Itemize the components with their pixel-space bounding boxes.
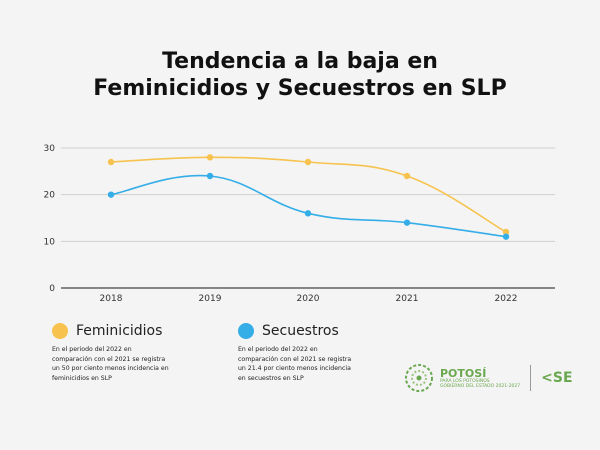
x-tick-label-2021: 2021 (396, 294, 419, 304)
y-tick-label-0: 0 (49, 284, 55, 294)
footer-logos: POTOSÍ PARA LOS POTOSINOS GOBIERNO DEL E… (404, 360, 574, 396)
series-line-secuestros (110, 174, 507, 238)
data-point-feminicidios-2020 (304, 158, 312, 166)
legend-label-secuestros: Secuestros (262, 323, 339, 339)
line-chart: 0 10 20 30 2018 2019 2020 2021 2022 (44, 144, 555, 304)
data-point-secuestros-2019 (206, 172, 214, 180)
data-point-feminicidios-2022 (502, 228, 510, 236)
title-line-2: Feminicidios y Secuestros en SLP (93, 76, 507, 101)
title-line-1: Tendencia a la baja en (162, 49, 438, 74)
y-tick-label-30: 30 (44, 144, 56, 154)
x-tick-label-2019: 2019 (199, 294, 222, 304)
data-point-secuestros-2020 (304, 210, 312, 217)
x-tick-label-2022: 2022 (495, 294, 518, 304)
potosi-logo: POTOSÍ PARA LOS POTOSINOS GOBIERNO DEL E… (440, 368, 520, 389)
data-point-secuestros-2021 (403, 219, 411, 226)
legend-label-feminicidios: Feminicidios (76, 323, 163, 339)
data-point-secuestros-2022 (502, 233, 510, 240)
legend-secuestros: Secuestros En el periodo del 2022 en com… (238, 323, 413, 383)
data-point-feminicidios-2021 (403, 172, 411, 180)
legend-note-secuestros: En el periodo del 2022 en comparación co… (238, 346, 352, 382)
legend-dot-secuestros (238, 323, 254, 339)
y-tick-label-10: 10 (44, 237, 56, 247)
x-tick-label-2020: 2020 (297, 294, 320, 304)
legend-dot-feminicidios (52, 323, 68, 339)
x-tick-label-2018: 2018 (100, 294, 123, 304)
data-point-feminicidios-2018 (107, 158, 115, 166)
logo-divider (530, 365, 532, 391)
data-point-feminicidios-2019 (206, 154, 214, 161)
potosi-logo-text: POTOSÍ (440, 366, 487, 380)
sse-logo-text: SE (552, 370, 573, 386)
potosi-logo-subtitle: PARA LOS POTOSINOS (440, 378, 490, 384)
sse-chevron-icon: < (541, 370, 553, 386)
legend-note-feminicidios: En el periodo del 2022 en comparación co… (52, 346, 169, 382)
sse-logo: < SE (541, 370, 572, 386)
chart-title: Tendencia a la baja en Feminicidios y Se… (0, 48, 600, 102)
potosi-logo-subtitle-2: GOBIERNO DEL ESTADO 2021-2027 (440, 383, 521, 389)
data-point-secuestros-2018 (107, 191, 115, 198)
y-tick-label-20: 20 (44, 191, 56, 201)
potosi-emblem-icon (405, 364, 433, 392)
legend-feminicidios: Feminicidios En el periodo del 2022 en c… (52, 323, 227, 383)
